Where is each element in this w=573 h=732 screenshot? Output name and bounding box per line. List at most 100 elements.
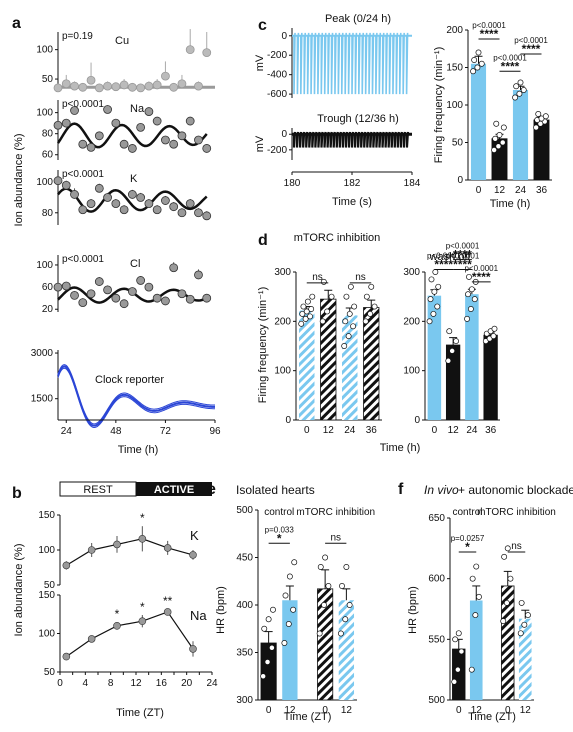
data-point-e: [264, 659, 271, 665]
data-point-f: [451, 678, 458, 685]
y-tick-label-a1: 100: [36, 108, 53, 119]
data-point-Cu: [144, 81, 154, 91]
data-point-Cl: [78, 298, 88, 307]
data-point-K: [70, 190, 79, 199]
data-point-K: [185, 199, 195, 209]
data-point-c2: [478, 60, 485, 67]
data-point-d2: [445, 357, 452, 364]
data-point-Cl: [119, 299, 129, 309]
x-tick-label-b: 4: [83, 678, 89, 689]
clock-reporter-trace: [57, 364, 216, 425]
data-point-Na: [127, 144, 137, 153]
data-point-K: [152, 205, 162, 215]
y-tick-label-f: 500: [428, 695, 445, 706]
data-point-Cl: [86, 289, 96, 299]
y-tick-label-a3: 60: [42, 282, 54, 293]
y-tick-label-c1: 0: [281, 129, 287, 140]
data-point-K: [78, 205, 88, 215]
y-axis-label-f: HR (bpm): [407, 586, 419, 634]
title-d2: wash off: [429, 251, 472, 263]
data-point-e: [290, 606, 297, 613]
y-tick-label-a0: 50: [42, 74, 54, 85]
y-axis-label-b: Ion abundance (%): [13, 544, 25, 637]
ion-name-3: Cl: [130, 258, 140, 270]
y-tick-label-b1: 50: [44, 667, 56, 678]
x-tick-label-d1: 12: [323, 425, 335, 436]
x-axis-label-a: Time (h): [118, 444, 159, 456]
data-point-Cu: [61, 79, 71, 89]
data-point-b-K: [163, 544, 172, 552]
data-point-K: [111, 199, 121, 209]
y-tick-label-f: 650: [428, 513, 445, 524]
data-point-Na: [86, 142, 96, 152]
data-point-d2: [465, 291, 471, 298]
data-point-c2: [470, 68, 477, 75]
group-label-control-f: control: [452, 507, 482, 518]
y-tick-label-e: 450: [236, 553, 253, 564]
x-tick-label-d1: 0: [304, 425, 310, 436]
data-point-Cu: [119, 80, 129, 90]
data-point-e: [268, 644, 275, 651]
data-point-e: [282, 592, 289, 599]
data-point-Cl: [161, 296, 170, 306]
data-point-Cl: [136, 276, 146, 285]
sig-stars-d2: ****: [472, 270, 491, 284]
data-point-c2: [492, 135, 499, 142]
data-point-f: [525, 612, 531, 619]
bar-d2-1: [445, 344, 461, 421]
x-tick-label-c2: 36: [536, 185, 548, 196]
data-point-Cl: [94, 277, 104, 286]
data-point-d1: [345, 333, 352, 340]
y-axis-label-c2: Firing frequency (min⁻¹): [433, 47, 445, 163]
x-tick-label-d1: 24: [344, 425, 356, 436]
sig-stars-f: *: [465, 540, 470, 554]
data-point-d2: [426, 318, 433, 325]
data-point-d1: [324, 308, 331, 315]
bar-d1-0: [299, 310, 315, 420]
sig-stars-e: *: [277, 531, 282, 545]
data-point-Na: [119, 139, 129, 149]
x-tick-label-f: 12: [471, 705, 483, 716]
y-axis-label-c0: mV: [254, 54, 266, 71]
data-point-Cl: [202, 293, 212, 303]
data-point-f: [500, 618, 507, 625]
data-point-e: [317, 564, 324, 570]
title-italic-f: In vivo: [424, 483, 459, 497]
data-point-d2: [491, 325, 498, 332]
data-point-d2: [490, 333, 497, 340]
data-point-c2: [474, 64, 481, 71]
title-d1: mTORC inhibition: [294, 232, 381, 244]
y-tick-label-d1: 100: [274, 366, 291, 377]
data-point-Na: [70, 106, 79, 115]
data-point-d1: [300, 303, 307, 310]
data-point-f: [454, 666, 461, 673]
panel-c: c 0 -200 -400 -600 Peak (0/24 h) mV 0 -200 Trough…: [254, 13, 552, 210]
bar-f-0: [452, 648, 466, 701]
y-tick-label-c2: 50: [452, 138, 464, 149]
group-label-control-e: control: [264, 507, 294, 518]
data-point-K: [94, 183, 104, 193]
data-point-Cu: [136, 83, 146, 93]
data-point-d1: [319, 318, 326, 325]
data-point-c2: [535, 111, 542, 117]
y-axis-label-e: HR (bpm): [215, 586, 227, 634]
data-point-Na: [194, 135, 203, 145]
data-point-Cl: [111, 293, 121, 303]
bar-d1-3: [363, 307, 380, 421]
data-point-d2: [466, 273, 472, 280]
panel-label-c: c: [258, 17, 267, 34]
data-point-e: [343, 564, 350, 570]
data-point-d1: [363, 293, 370, 300]
panel-label-f: f: [398, 481, 404, 498]
data-point-e: [281, 640, 288, 646]
data-point-d2: [427, 296, 434, 303]
data-point-d2: [464, 315, 471, 322]
data-point-f: [469, 575, 476, 582]
x-axis-label-f: Time (ZT): [468, 711, 516, 723]
title-e: Isolated hearts: [236, 483, 315, 497]
data-point-K: [136, 193, 146, 202]
data-point-d2: [435, 283, 442, 290]
data-point-Na: [111, 118, 121, 128]
y-tick-label-d2: 300: [403, 267, 420, 278]
data-point-Cl: [185, 294, 195, 304]
